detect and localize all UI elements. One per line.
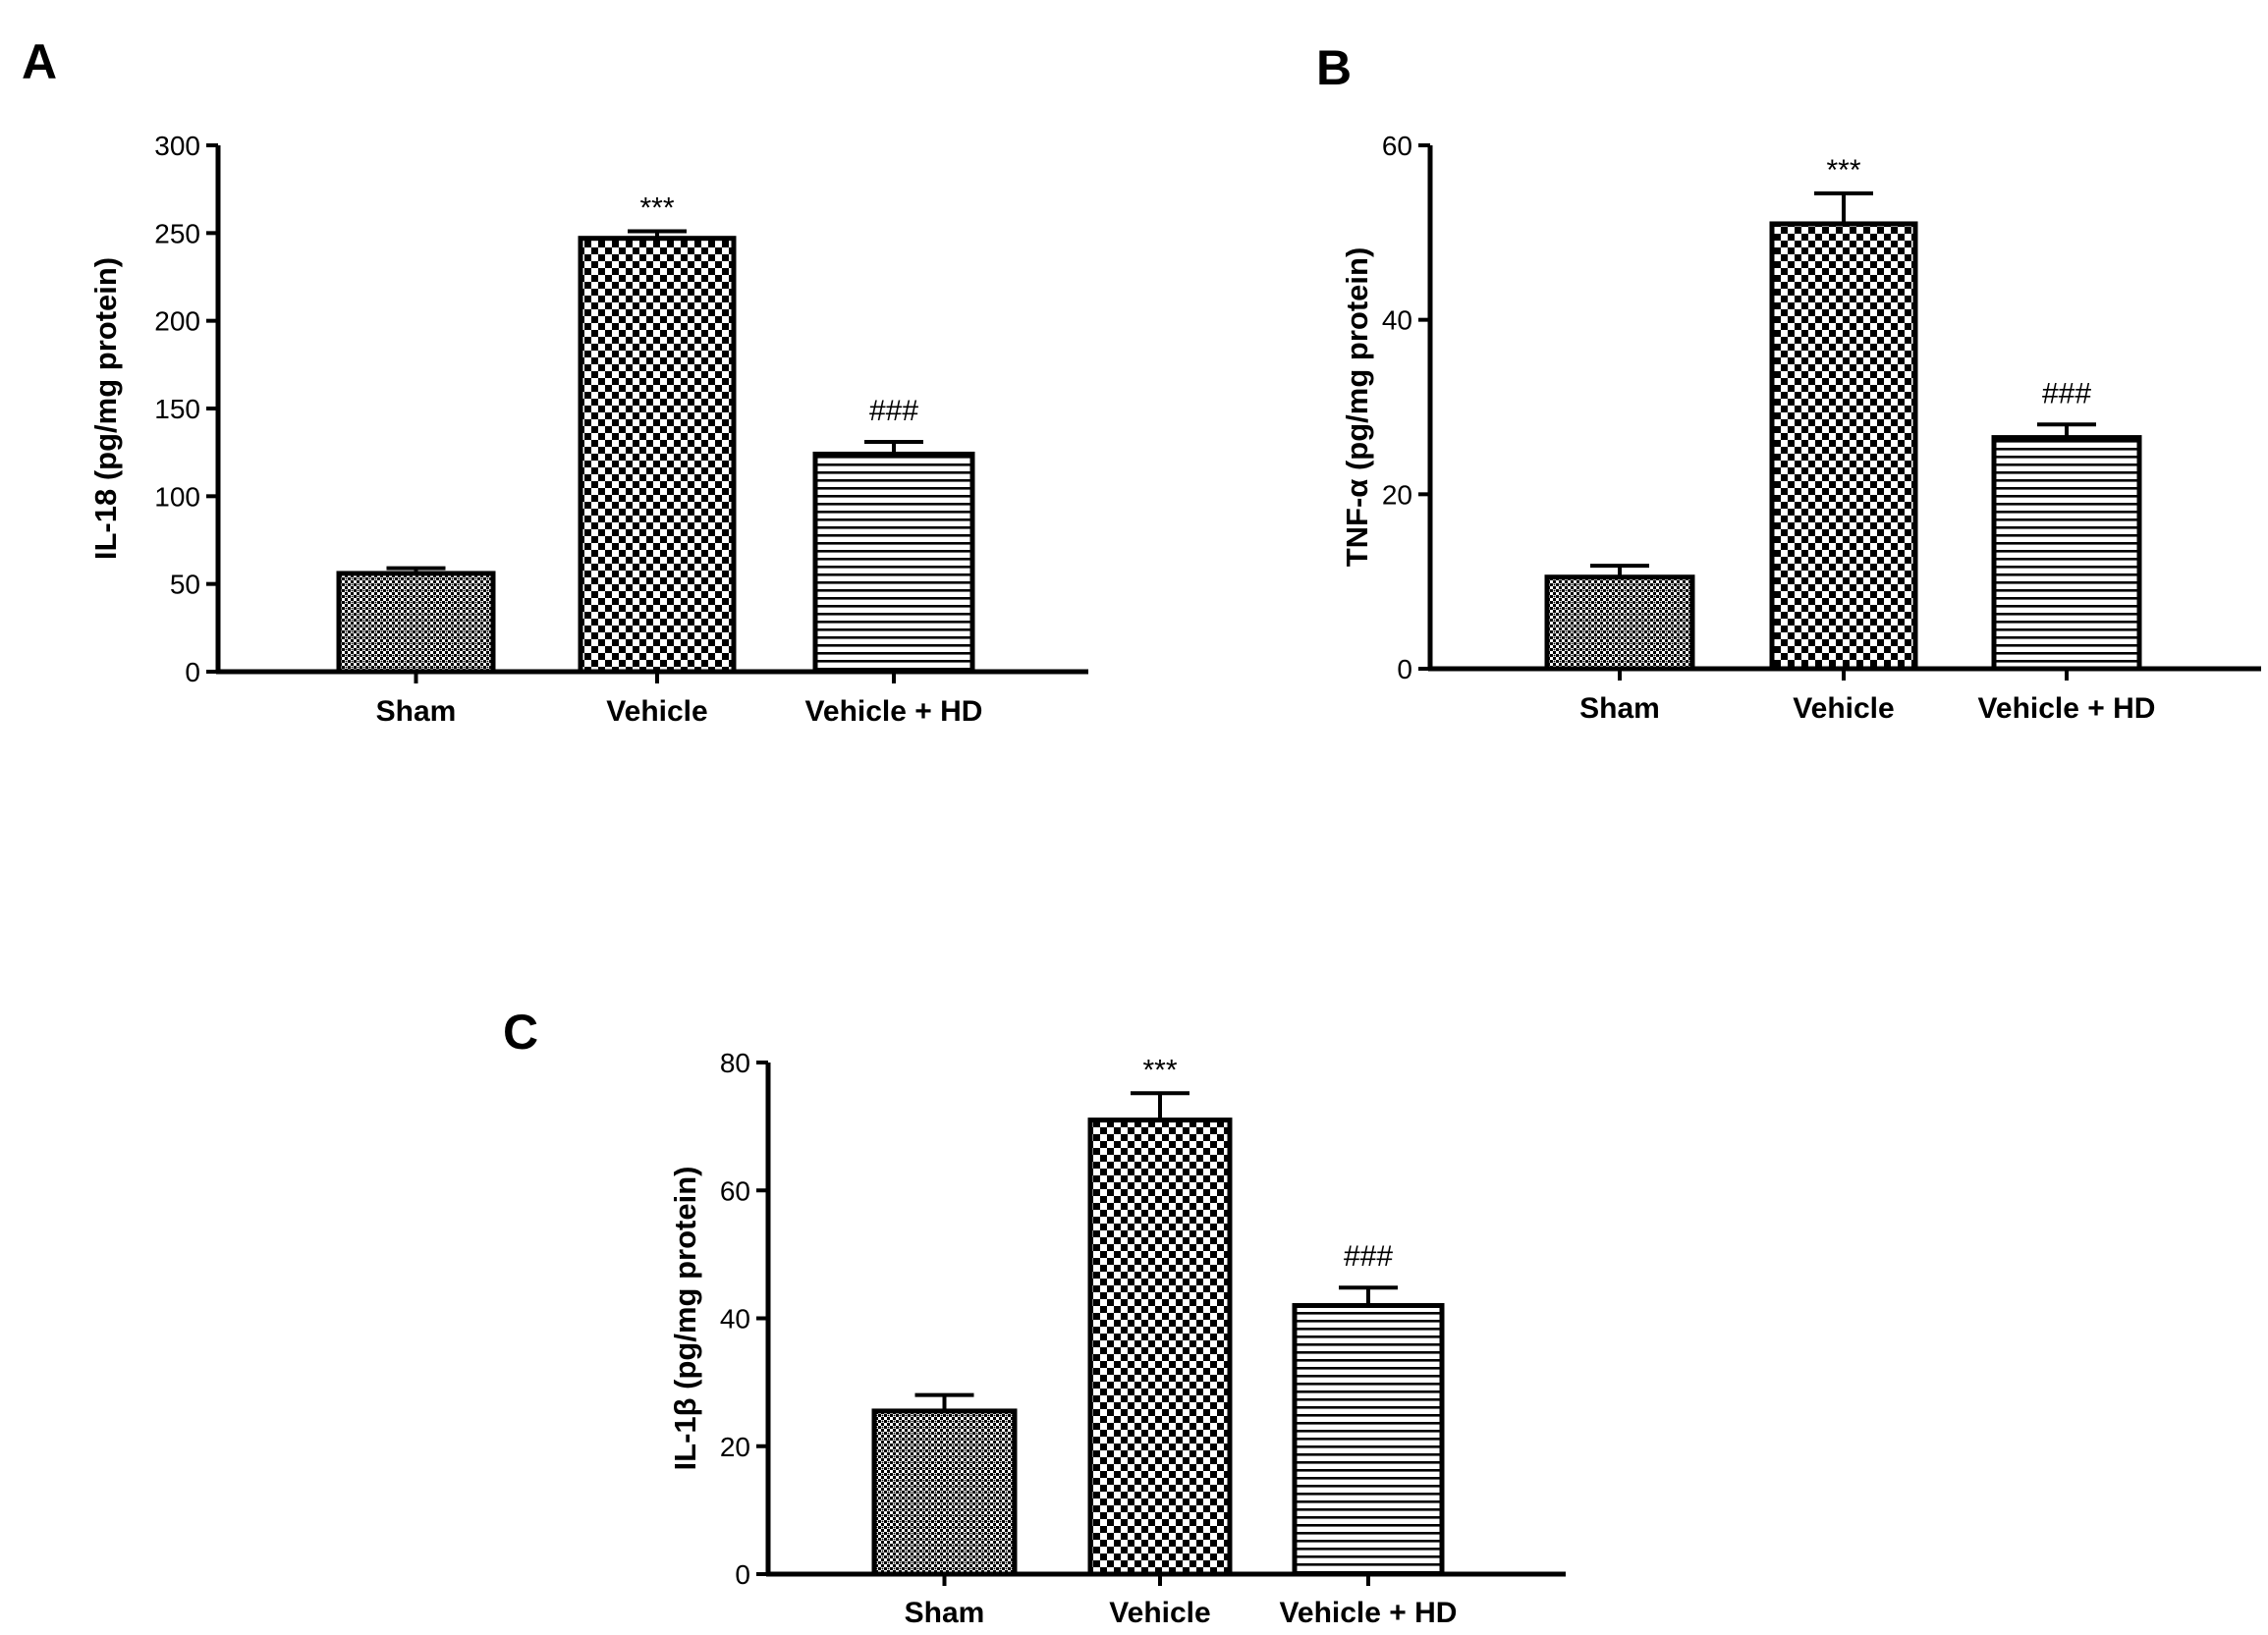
y-tick-label: 40 xyxy=(1382,305,1412,336)
bar xyxy=(871,1408,1018,1577)
category-label: Vehicle + HD xyxy=(1978,692,2156,725)
y-tick-label: 0 xyxy=(1397,654,1412,684)
bar xyxy=(1769,221,1918,672)
y-tick-label: 200 xyxy=(154,306,200,337)
category-label: Vehicle xyxy=(1793,692,1894,725)
panel-letter: C xyxy=(503,1005,538,1060)
category-label: Vehicle + HD xyxy=(1280,1597,1458,1629)
chart-panel-a: A IL-18 (pg/mg protein) 0 50 100 150 200 250 300… xyxy=(22,34,1088,728)
bar xyxy=(1292,1302,1445,1577)
y-tick-label: 0 xyxy=(735,1559,750,1590)
significance-stars: *** xyxy=(639,192,674,225)
y-axis-label: IL-1β (pg/mg protein) xyxy=(668,1167,702,1471)
y-tick-label: 100 xyxy=(154,481,200,512)
y-tick-label: 80 xyxy=(720,1048,750,1078)
chart-panel-c: C IL-1β (pg/mg protein) 0 20 40 60 80 Sham Vehic… xyxy=(503,1005,1566,1629)
category-label: Sham xyxy=(1579,692,1660,725)
bar xyxy=(1991,435,2142,672)
category-label: Vehicle xyxy=(606,695,707,728)
y-tick-label: 50 xyxy=(170,570,200,600)
y-axis-label: TNF-α (pg/mg protein) xyxy=(1340,247,1374,568)
category-label: Vehicle + HD xyxy=(805,695,983,728)
bar xyxy=(336,571,496,675)
y-tick-label: 250 xyxy=(154,218,200,248)
significance-hashes: ### xyxy=(1344,1240,1393,1273)
category-label: Vehicle xyxy=(1109,1597,1210,1629)
significance-hashes: ### xyxy=(2042,377,2091,409)
y-tick-label: 60 xyxy=(1382,131,1412,161)
y-tick-label: 60 xyxy=(720,1175,750,1206)
significance-stars: *** xyxy=(1142,1054,1177,1086)
chart-panel-b: B TNF-α (pg/mg protein) 0 20 40 60 Sham Vehicle… xyxy=(1316,40,2261,725)
y-tick-label: 20 xyxy=(1382,479,1412,510)
significance-hashes: ### xyxy=(869,395,918,427)
bar xyxy=(812,451,975,675)
panel-letter: A xyxy=(22,34,57,89)
y-tick-label: 150 xyxy=(154,394,200,424)
bar xyxy=(578,236,737,675)
panel-letter: B xyxy=(1316,40,1352,95)
y-axis-label: IL-18 (pg/mg protein) xyxy=(88,257,123,560)
y-tick-label: 300 xyxy=(154,131,200,161)
y-tick-label: 20 xyxy=(720,1432,750,1462)
significance-stars: *** xyxy=(1826,154,1860,187)
y-tick-label: 40 xyxy=(720,1304,750,1335)
y-tick-label: 0 xyxy=(185,657,200,687)
bar xyxy=(1544,574,1695,672)
bar xyxy=(1087,1117,1233,1577)
category-label: Sham xyxy=(905,1597,985,1629)
category-label: Sham xyxy=(376,695,457,728)
